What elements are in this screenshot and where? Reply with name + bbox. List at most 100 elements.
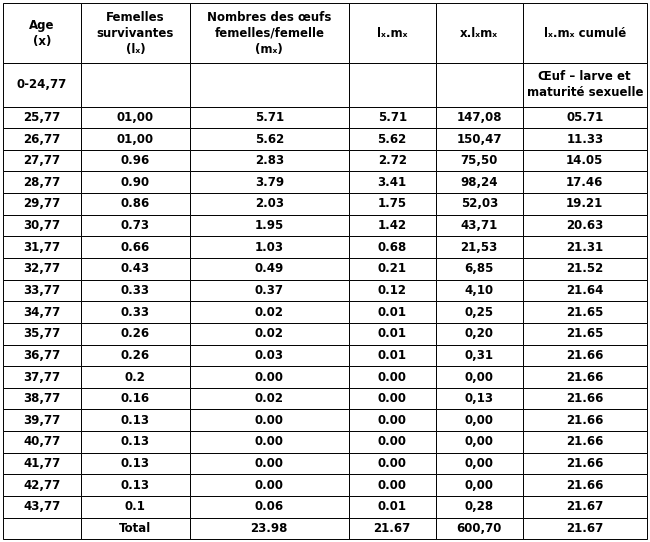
Bar <box>436 258 523 280</box>
Text: 0.01: 0.01 <box>378 306 407 319</box>
Text: 5.71: 5.71 <box>255 111 284 124</box>
Bar <box>190 258 348 280</box>
Text: 0.00: 0.00 <box>255 479 284 492</box>
Text: Age
(x): Age (x) <box>29 18 55 48</box>
Bar <box>3 236 81 258</box>
Bar <box>523 215 647 236</box>
Text: Œuf – larve et
maturité sexuelle: Œuf – larve et maturité sexuelle <box>526 70 643 99</box>
Text: 0.00: 0.00 <box>378 371 407 384</box>
Bar <box>190 150 348 171</box>
Bar <box>81 171 190 193</box>
Bar <box>190 323 348 345</box>
Text: 26,77: 26,77 <box>23 132 60 145</box>
Bar <box>436 518 523 539</box>
Bar <box>523 107 647 128</box>
Bar <box>81 236 190 258</box>
Bar <box>436 236 523 258</box>
Bar <box>348 431 436 453</box>
Text: 0.00: 0.00 <box>255 414 284 427</box>
Bar <box>523 171 647 193</box>
Bar <box>3 63 81 107</box>
Bar <box>436 496 523 518</box>
Text: 38,77: 38,77 <box>23 392 60 405</box>
Text: 0.13: 0.13 <box>121 435 150 448</box>
Bar <box>436 63 523 107</box>
Bar <box>348 453 436 474</box>
Bar <box>190 518 348 539</box>
Bar <box>3 518 81 539</box>
Text: 21.31: 21.31 <box>566 241 603 254</box>
Text: 3.79: 3.79 <box>255 176 284 189</box>
Text: 0,00: 0,00 <box>465 479 494 492</box>
Bar <box>523 63 647 107</box>
Bar <box>348 236 436 258</box>
Bar <box>190 301 348 323</box>
Text: 2.72: 2.72 <box>378 154 407 167</box>
Bar <box>81 215 190 236</box>
Text: 21.64: 21.64 <box>566 284 603 297</box>
Bar <box>523 518 647 539</box>
Text: 21.67: 21.67 <box>566 500 603 513</box>
Bar <box>523 388 647 409</box>
Bar <box>3 323 81 345</box>
Text: 21.65: 21.65 <box>566 306 603 319</box>
Text: 28,77: 28,77 <box>23 176 60 189</box>
Bar <box>348 518 436 539</box>
Text: 0.01: 0.01 <box>378 327 407 340</box>
Text: 5.62: 5.62 <box>255 132 284 145</box>
Text: x.lₓmₓ: x.lₓmₓ <box>460 27 499 40</box>
Text: 0.96: 0.96 <box>121 154 150 167</box>
Text: 0.00: 0.00 <box>378 392 407 405</box>
Text: 14.05: 14.05 <box>566 154 603 167</box>
Text: 0,20: 0,20 <box>465 327 494 340</box>
Text: 0.00: 0.00 <box>378 414 407 427</box>
Bar <box>436 345 523 366</box>
Bar <box>3 496 81 518</box>
Bar <box>81 345 190 366</box>
Bar <box>81 409 190 431</box>
Text: 0,28: 0,28 <box>465 500 494 513</box>
Bar <box>348 171 436 193</box>
Bar <box>3 258 81 280</box>
Text: 0.21: 0.21 <box>378 262 407 275</box>
Bar <box>3 215 81 236</box>
Bar <box>81 63 190 107</box>
Bar <box>3 280 81 301</box>
Bar <box>348 301 436 323</box>
Bar <box>523 236 647 258</box>
Text: 2.03: 2.03 <box>255 197 284 210</box>
Bar <box>190 366 348 388</box>
Bar <box>436 366 523 388</box>
Bar <box>190 193 348 215</box>
Text: 0,13: 0,13 <box>465 392 494 405</box>
Text: 17.46: 17.46 <box>566 176 603 189</box>
Bar <box>348 388 436 409</box>
Text: 1.75: 1.75 <box>378 197 407 210</box>
Text: 3.41: 3.41 <box>378 176 407 189</box>
Bar <box>190 345 348 366</box>
Text: 0.00: 0.00 <box>255 371 284 384</box>
Text: 0.01: 0.01 <box>378 349 407 362</box>
Text: 1.03: 1.03 <box>255 241 284 254</box>
Bar <box>348 150 436 171</box>
Text: 0.37: 0.37 <box>255 284 284 297</box>
Bar <box>436 193 523 215</box>
Text: 4,10: 4,10 <box>465 284 494 297</box>
Text: 37,77: 37,77 <box>23 371 60 384</box>
Bar <box>436 280 523 301</box>
Bar <box>81 518 190 539</box>
Bar <box>523 474 647 496</box>
Text: 1.95: 1.95 <box>255 219 284 232</box>
Text: 0.49: 0.49 <box>255 262 284 275</box>
Text: 0.26: 0.26 <box>121 349 150 362</box>
Text: 0,00: 0,00 <box>465 414 494 427</box>
Bar <box>348 63 436 107</box>
Bar <box>348 280 436 301</box>
Text: 0.02: 0.02 <box>255 392 284 405</box>
Text: 0.03: 0.03 <box>255 349 284 362</box>
Bar <box>436 3 523 63</box>
Bar <box>3 107 81 128</box>
Bar <box>81 323 190 345</box>
Bar <box>81 388 190 409</box>
Text: 0.13: 0.13 <box>121 414 150 427</box>
